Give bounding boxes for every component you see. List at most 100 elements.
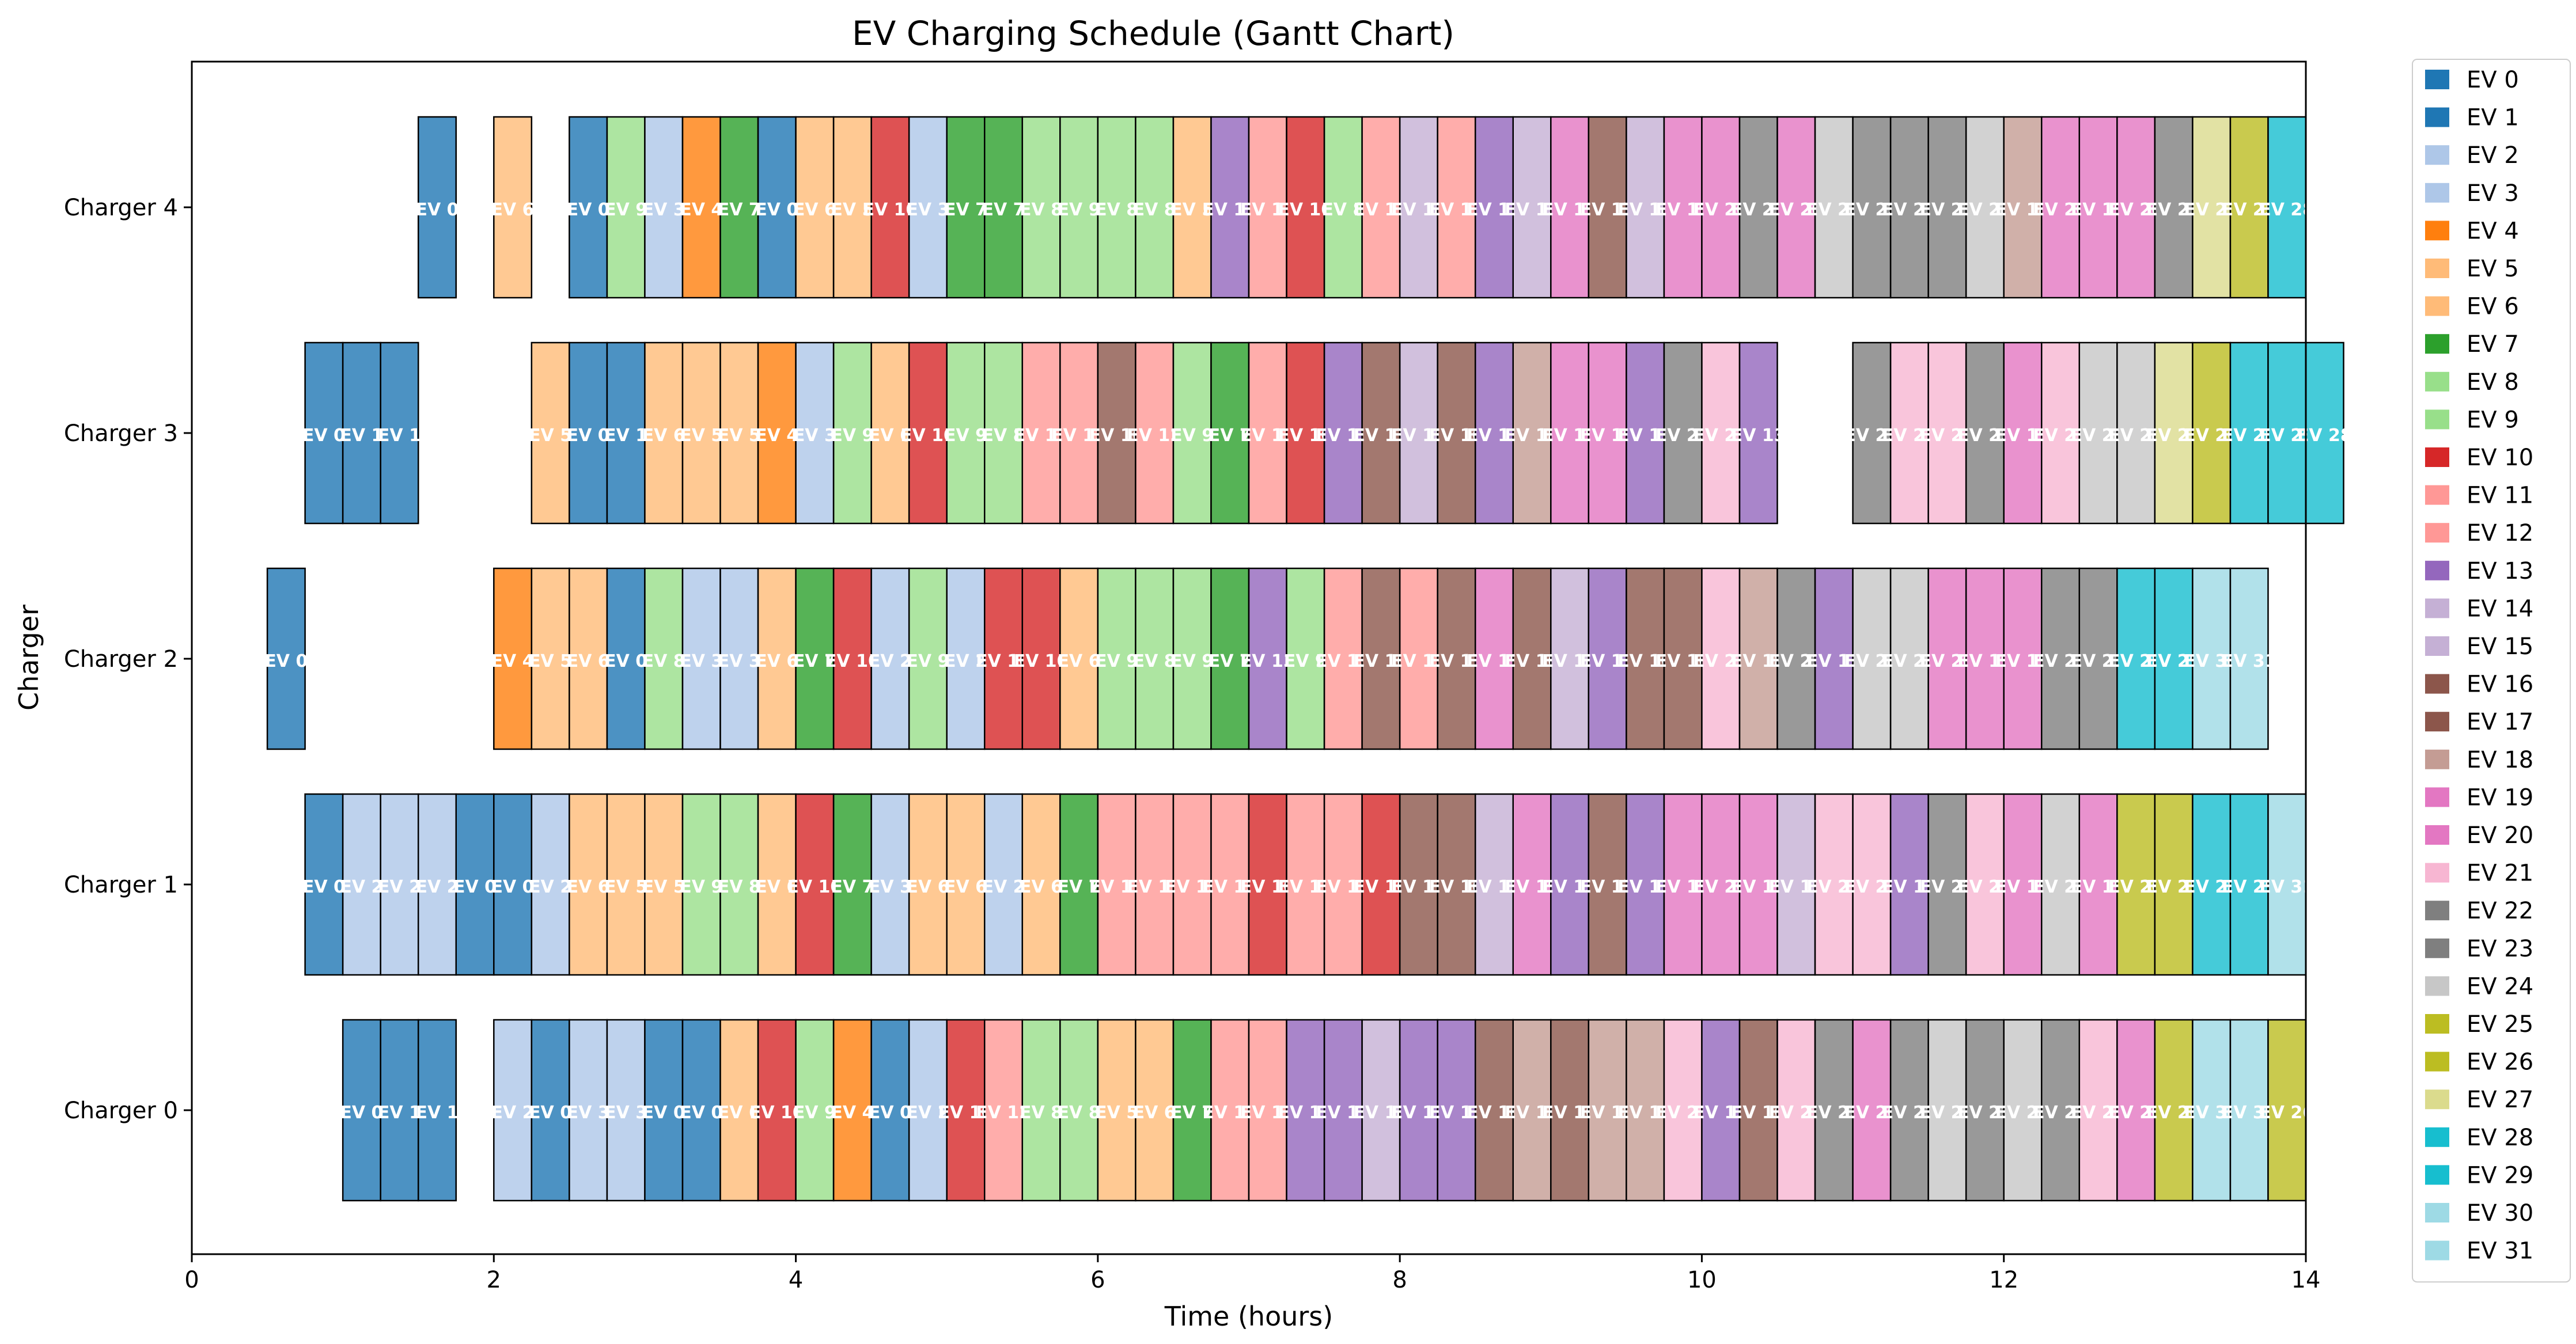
- gantt-bar: [1437, 341, 1476, 525]
- legend-swatch: [2425, 107, 2449, 127]
- gantt-bar: [870, 567, 910, 750]
- legend-swatch: [2425, 749, 2449, 769]
- gantt-bar: [1323, 793, 1363, 976]
- gantt-bar: [1738, 341, 1778, 525]
- gantt-bar: [1097, 1019, 1137, 1202]
- gantt-bar: [569, 1019, 608, 1202]
- gantt-bar: [2229, 793, 2269, 976]
- legend-frame: [2412, 59, 2571, 1283]
- gantt-bar-label: EV 6: [1058, 651, 1101, 671]
- y-tick-label: Charger 2: [64, 646, 178, 673]
- gantt-bar: [1965, 116, 2005, 299]
- gantt-bar: [1021, 1019, 1061, 1202]
- gantt-bar: [719, 793, 759, 976]
- gantt-bar: [1323, 1019, 1363, 1202]
- gantt-bar: [757, 341, 797, 525]
- y-tick-label: Charger 4: [64, 195, 178, 221]
- gantt-bar: [380, 1019, 419, 1202]
- gantt-bar: [606, 341, 646, 525]
- legend-swatch: [2425, 1203, 2449, 1222]
- gantt-bar-label: EV 3: [869, 877, 912, 897]
- gantt-bar: [1248, 116, 1287, 299]
- legend-label: EV 26: [2467, 1049, 2533, 1076]
- gantt-bar: [2041, 793, 2081, 976]
- gantt-bar: [681, 1019, 721, 1202]
- gantt-bar: [1852, 116, 1892, 299]
- gantt-bar: [1550, 793, 1590, 976]
- gantt-bar: [2267, 341, 2307, 525]
- gantt-bar: [1512, 341, 1552, 525]
- gantt-bar: [493, 567, 533, 750]
- gantt-bar: [1097, 116, 1137, 299]
- gantt-bar-label: EV 31: [2222, 651, 2277, 671]
- gantt-bar: [1512, 567, 1552, 750]
- legend-swatch: [2425, 560, 2449, 580]
- gantt-bar: [2003, 567, 2043, 750]
- gantt-bar-label: EV 9: [944, 426, 987, 446]
- gantt-bar: [1626, 793, 1665, 976]
- gantt-bar-label: EV 5: [529, 426, 572, 446]
- legend-swatch: [2425, 409, 2449, 430]
- gantt-bar: [2229, 116, 2269, 299]
- gantt-bar: [1550, 567, 1590, 750]
- legend: EV 0 EV 1 EV 2 EV 3 EV 4 EV 5 EV 6 EV 7 EV 8 EV 9…: [2412, 59, 2571, 1283]
- gantt-bar-label: EV 2: [340, 877, 383, 897]
- x-axis-label: Time (hours): [1164, 1301, 1333, 1332]
- gantt-bar-label: EV 0: [529, 1103, 572, 1123]
- gantt-bar: [1663, 1019, 1703, 1202]
- gantt-bar: [681, 116, 721, 299]
- gantt-bar: [342, 793, 381, 976]
- gantt-bar: [1852, 793, 1892, 976]
- gantt-bar: [1814, 116, 1854, 299]
- x-tick-label: 8: [1392, 1267, 1407, 1293]
- gantt-bar: [1889, 567, 1929, 750]
- gantt-bar-label: EV 9: [906, 651, 949, 671]
- gantt-bar: [757, 567, 797, 750]
- gantt-bar: [2003, 116, 2043, 299]
- gantt-bar-label: EV 7: [982, 200, 1025, 220]
- gantt-bar: [1927, 116, 1967, 299]
- legend-label: EV 2: [2467, 142, 2519, 169]
- legend-swatch: [2425, 825, 2449, 845]
- gantt-bar-label: EV 2: [529, 877, 572, 897]
- gantt-bar: [1323, 116, 1363, 299]
- legend-label: EV 31: [2467, 1238, 2533, 1265]
- gantt-bar-label: EV 9: [604, 200, 647, 220]
- gantt-bar-label: EV 6: [869, 426, 912, 446]
- gantt-bar: [1286, 341, 1325, 525]
- gantt-bar: [1210, 341, 1250, 525]
- gantt-bar-label: EV 1: [340, 426, 383, 446]
- x-tick-label: 4: [789, 1267, 803, 1293]
- gantt-bar-label: EV 3: [604, 1103, 647, 1123]
- gantt-bar: [380, 341, 419, 525]
- gantt-bar: [493, 116, 533, 299]
- gantt-bar: [1852, 567, 1892, 750]
- gantt-bar-label: EV 5: [1170, 200, 1214, 220]
- gantt-bar-label: EV 3: [906, 200, 949, 220]
- gantt-bar: [417, 116, 457, 299]
- y-axis-label: Charger: [13, 605, 44, 711]
- gantt-bar: [531, 341, 570, 525]
- gantt-bar: [1210, 116, 1250, 299]
- gantt-bar: [1286, 793, 1325, 976]
- gantt-bar-label: EV 7: [1209, 651, 1252, 671]
- gantt-bar: [757, 1019, 797, 1202]
- legend-label: EV 1: [2467, 105, 2519, 131]
- gantt-bar: [1474, 567, 1514, 750]
- gantt-bar-label: EV 8: [1020, 1103, 1063, 1123]
- gantt-bar: [681, 567, 721, 750]
- gantt-bar: [2003, 793, 2043, 976]
- gantt-bar: [644, 341, 684, 525]
- legend-label: EV 14: [2467, 595, 2533, 622]
- gantt-bar-label: EV 4: [680, 200, 723, 220]
- gantt-bar: [1135, 341, 1175, 525]
- gantt-bar: [1738, 116, 1778, 299]
- gantt-bar: [1663, 567, 1703, 750]
- legend-label: EV 13: [2467, 558, 2533, 584]
- legend-label: EV 28: [2467, 1125, 2533, 1151]
- legend-swatch: [2425, 296, 2449, 316]
- gantt-bar-label: EV 2: [944, 651, 987, 671]
- gantt-bar-label: EV 6: [491, 200, 535, 220]
- gantt-bar: [1437, 793, 1476, 976]
- gantt-bar: [1626, 116, 1665, 299]
